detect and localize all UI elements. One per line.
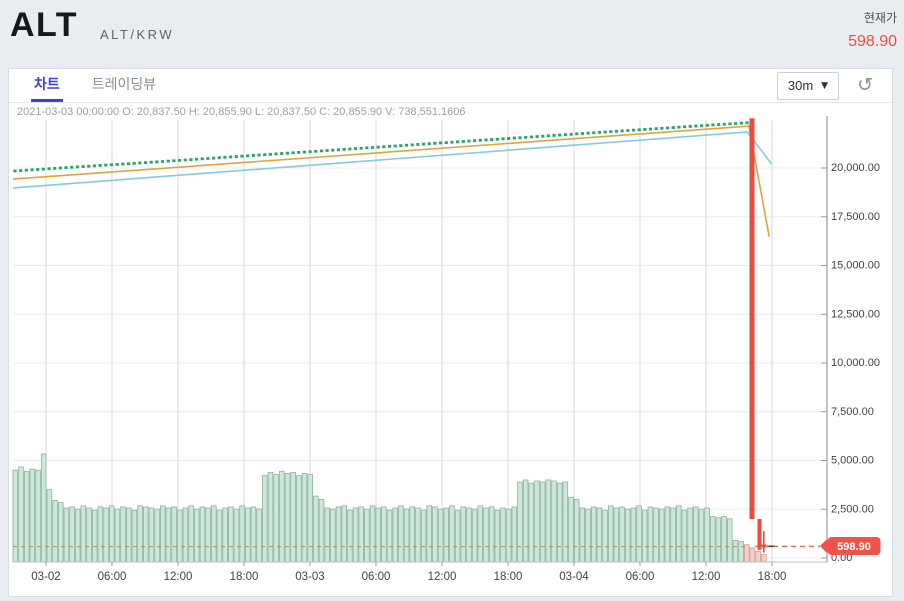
current-price-block: 현재가 598.90 bbox=[848, 9, 897, 51]
svg-text:12,500.00: 12,500.00 bbox=[831, 308, 880, 320]
tab-tradingview[interactable]: 트레이딩뷰 bbox=[89, 69, 159, 102]
svg-text:598.90: 598.90 bbox=[837, 541, 871, 553]
grid-lines bbox=[13, 120, 827, 562]
svg-text:18:00: 18:00 bbox=[758, 571, 787, 583]
ma-lines bbox=[12, 125, 773, 237]
price-chart-canvas[interactable]: 20,000.00 17,500.00 15,000.00 12,500.00 10,0… bbox=[9, 103, 892, 596]
svg-text:03-03: 03-03 bbox=[295, 571, 324, 583]
ohlc-info-line: 2021-03-03 00:00:00 O: 20,837.50 H: 20,8… bbox=[17, 106, 466, 118]
price-dots bbox=[13, 121, 749, 173]
volume-bars bbox=[12, 453, 767, 563]
svg-text:03-04: 03-04 bbox=[559, 571, 589, 583]
svg-text:12:00: 12:00 bbox=[692, 571, 721, 583]
chart-panel: 차트 트레이딩뷰 30m ▼ ↺ 20,000.00 17,500.00 15,00… bbox=[8, 68, 893, 597]
interval-dropdown[interactable]: 30m ▼ bbox=[776, 71, 840, 100]
current-price-value: 598.90 bbox=[848, 33, 897, 50]
tab-bar-controls: 30m ▼ ↺ bbox=[776, 69, 892, 102]
crash-candles bbox=[749, 118, 775, 553]
tab-bar: 차트 트레이딩뷰 30m ▼ ↺ bbox=[9, 69, 892, 103]
svg-text:18:00: 18:00 bbox=[230, 571, 259, 583]
current-price-badge: 598.90 bbox=[820, 537, 881, 555]
svg-text:7,500.00: 7,500.00 bbox=[831, 406, 874, 418]
current-price-caption: 현재가 bbox=[863, 11, 897, 25]
svg-text:06:00: 06:00 bbox=[626, 571, 655, 583]
svg-text:12:00: 12:00 bbox=[164, 571, 193, 583]
tab-chart[interactable]: 차트 bbox=[31, 69, 63, 102]
chevron-down-icon: ▼ bbox=[821, 80, 829, 91]
svg-text:06:00: 06:00 bbox=[362, 571, 391, 583]
symbol-logo: ALT bbox=[10, 6, 79, 44]
chart-area: 20,000.00 17,500.00 15,000.00 12,500.00 10,0… bbox=[9, 103, 892, 596]
svg-text:10,000.00: 10,000.00 bbox=[831, 357, 880, 369]
refresh-icon[interactable]: ↺ bbox=[851, 75, 879, 96]
svg-text:17,500.00: 17,500.00 bbox=[831, 211, 880, 223]
ma-orange bbox=[12, 125, 770, 237]
svg-text:03-02: 03-02 bbox=[31, 571, 60, 583]
svg-text:06:00: 06:00 bbox=[98, 571, 127, 583]
interval-value: 30m bbox=[787, 78, 814, 93]
axis-labels: 20,000.00 17,500.00 15,000.00 12,500.00 10,0… bbox=[31, 162, 880, 583]
svg-text:18:00: 18:00 bbox=[494, 571, 523, 583]
axes bbox=[13, 116, 828, 566]
svg-text:5,000.00: 5,000.00 bbox=[831, 455, 874, 467]
svg-text:20,000.00: 20,000.00 bbox=[831, 162, 880, 174]
svg-text:12:00: 12:00 bbox=[428, 571, 457, 583]
pair-label: ALT/KRW bbox=[100, 27, 175, 42]
svg-text:2,500.00: 2,500.00 bbox=[831, 503, 874, 515]
svg-text:15,000.00: 15,000.00 bbox=[831, 260, 880, 272]
ma-cyan bbox=[12, 131, 773, 189]
page-header: ALT ALT/KRW 현재가 598.90 bbox=[0, 0, 904, 68]
